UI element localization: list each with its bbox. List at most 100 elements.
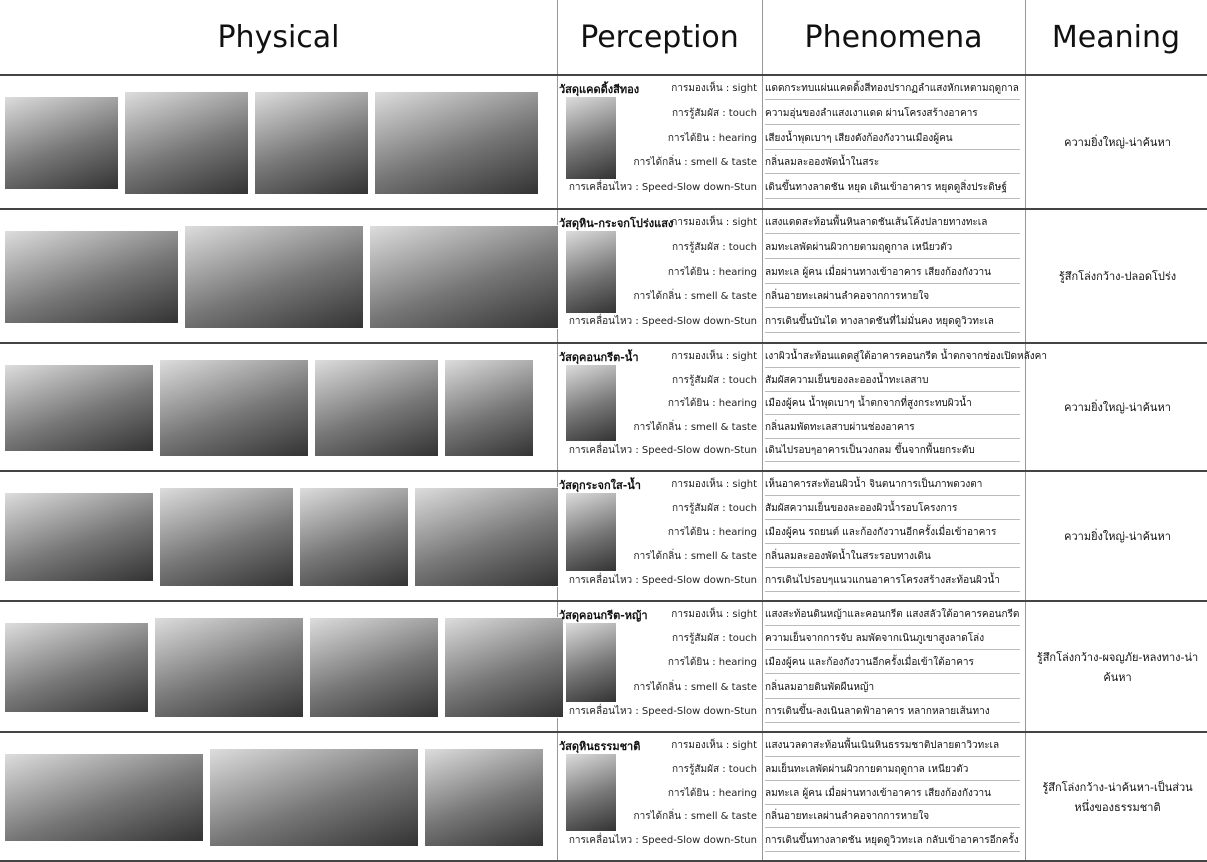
- photo: [424, 748, 544, 847]
- phenomenon-text: การเดินไปรอบๆแนวแกนอาคารโครงสร้างสะท้อนผ…: [765, 573, 1020, 592]
- row-divider: [0, 731, 1207, 733]
- photo: [314, 359, 439, 457]
- phenomenon-text: แดดกระทบแผ่นแคดดิ้งสีทองปรากฏลำแสงหักเหต…: [765, 81, 1020, 100]
- sense-label: การได้กลิ่น : smell & taste: [633, 291, 757, 303]
- sense-label: การได้ยิน : hearing: [667, 527, 757, 538]
- phenomenon-text: กลิ่นลมอายดินพัดผืนหญ้า: [765, 680, 1020, 699]
- column-divider: [557, 0, 558, 862]
- thumbnail: [565, 622, 617, 703]
- phenomenon-text: ลมเย็นทะเลพัดผ่านผิวกายตามฤดูกาล เหนียวต…: [765, 762, 1020, 781]
- material-title: วัสดุคอนกรีต-หญ้า: [559, 609, 648, 622]
- row-divider: [0, 860, 1207, 862]
- photo: [159, 487, 294, 587]
- photo: [374, 91, 539, 195]
- phenomenon-text: กลิ่นลมละอองพัดน้ำในสระรอบทางเดิน: [765, 549, 1020, 568]
- material-title: วัสดุหินธรรมชาติ: [559, 740, 641, 753]
- phenomenon-text: กลิ่นอายทะเลผ่านลำคอจากการหายใจ: [765, 289, 1020, 309]
- photo: [4, 753, 204, 842]
- row-divider: [0, 208, 1207, 210]
- sense-label: การได้ยิน : hearing: [667, 787, 757, 799]
- meaning-text: รู้สึกโล่งกว้าง-ปลอดโปร่ง: [1058, 270, 1177, 283]
- photo: [209, 748, 419, 847]
- phenomenon-text: ลมทะเล ผู้คน เมื่อผ่านทางเข้าอาคาร เสียง…: [765, 265, 1020, 284]
- photo: [4, 230, 179, 324]
- sense-label: การได้กลิ่น : smell & taste: [633, 551, 757, 562]
- photo: [444, 617, 564, 718]
- meaning-text: ความยิ่งใหญ่-น่าค้นหา: [1064, 136, 1171, 149]
- sense-label: การมองเห็น : sight: [671, 609, 757, 620]
- meaning-text: ความยิ่งใหญ่-น่าค้นหา: [1064, 530, 1171, 543]
- photo: [254, 91, 369, 195]
- thumbnail: [565, 364, 617, 442]
- photo: [184, 225, 364, 329]
- phenomenon-text: เดินไปรอบๆอาคารเป็นวงกลม ขึ้นจากพื้นยกระ…: [765, 443, 1020, 463]
- sense-label: การรู้สัมผัส : touch: [671, 241, 757, 253]
- meaning-text: รู้สึกโล่งกว้าง-ผจญภัย-หลงทาง-น่าค้นหา: [1036, 650, 1199, 684]
- photo: [4, 96, 119, 190]
- sense-label: การรู้สัมผัส : touch: [671, 374, 757, 386]
- phenomenon-text: ลมทะเล ผู้คน เมื่อผ่านทางเข้าอาคาร เสียง…: [765, 786, 1020, 805]
- thumbnail: [565, 230, 617, 314]
- phenomenon-text: ความเย็นจากการจับ ลมพัดจากเนินภูเขาสูงลา…: [765, 631, 1020, 651]
- photo: [154, 617, 304, 718]
- sense-label: การมองเห็น : sight: [671, 83, 757, 94]
- photo: [299, 487, 409, 587]
- sense-label: การได้กลิ่น : smell & taste: [633, 421, 757, 433]
- material-title: วัสดุแคดดิ้งสีทอง: [559, 83, 640, 96]
- sense-label: การรู้สัมผัส : touch: [671, 633, 757, 645]
- phenomenon-text: การเดินขึ้นทางลาดชัน หยุดดูวิวทะเล กลับเ…: [765, 833, 1020, 853]
- phenomenon-text: ความอุ่นของลำแสงเงาแดด ผ่านโครงสร้างอาคา…: [765, 106, 1020, 125]
- sense-label: การได้ยิน : hearing: [667, 398, 757, 410]
- sense-label: การเคลื่อนไหว : Speed-Slow down-Stun: [568, 445, 757, 457]
- column-divider: [762, 0, 763, 862]
- column-header: Meaning: [1051, 20, 1181, 55]
- phenomenon-text: สัมผัสความเย็นของละอองผิวน้ำรอบโครงการ: [765, 501, 1020, 520]
- column-header: Physical: [217, 20, 340, 55]
- sense-label: การได้ยิน : hearing: [667, 266, 757, 278]
- row-divider: [0, 342, 1207, 344]
- phenomenon-text: กลิ่นลมพัดทะเลสาบผ่านช่องอาคาร: [765, 420, 1020, 439]
- sense-label: การมองเห็น : sight: [671, 351, 757, 362]
- material-title: วัสดุกระจกใส-น้ำ: [559, 479, 641, 492]
- phenomenon-text: เสียงน้ำพุดเบาๆ เสียงดังก้องกังวานเมืองผ…: [765, 131, 1020, 150]
- phenomenon-text: แสงนวลตาสะท้อนพื้นเนินหินธรรมชาติปลายตาว…: [765, 738, 1020, 757]
- thumbnail: [565, 96, 617, 180]
- material-title: วัสดุหิน-กระจกโปร่งแสง: [559, 217, 674, 230]
- sense-label: การมองเห็น : sight: [671, 740, 757, 751]
- phenomenon-text: แสงสะท้อนดินหญ้าและคอนกรีต แสงสลัวใต้อาค…: [765, 607, 1020, 626]
- phenomenon-text: ลมทะเลพัดผ่านผิวกายตามฤดูกาล เหนียวตัว: [765, 240, 1020, 259]
- thumbnail: [565, 753, 617, 832]
- phenomenon-text: เมืองผู้คน น้ำพุดเบาๆ น้ำตกจากที่สูงกระท…: [765, 396, 1020, 416]
- photo: [369, 225, 559, 329]
- column-divider: [1025, 0, 1026, 862]
- sense-label: การได้กลิ่น : smell & taste: [633, 681, 757, 693]
- photo: [444, 359, 534, 457]
- photo: [4, 364, 154, 452]
- sense-label: การเคลื่อนไหว : Speed-Slow down-Stun: [568, 705, 757, 717]
- row-divider: [0, 470, 1207, 472]
- phenomenon-text: กลิ่นลมละอองพัดน้ำในสระ: [765, 155, 1020, 175]
- photo: [4, 622, 149, 713]
- phenomenon-text: กลิ่นอายทะเลผ่านลำคอจากการหายใจ: [765, 809, 1020, 829]
- photo: [124, 91, 249, 195]
- sense-label: การได้กลิ่น : smell & taste: [633, 157, 757, 169]
- header-divider: [0, 74, 1207, 76]
- sense-label: การได้กลิ่น : smell & taste: [633, 811, 757, 823]
- thumbnail: [565, 492, 617, 572]
- photo: [4, 492, 154, 582]
- photo: [414, 487, 559, 587]
- phenomenon-text: เดินขึ้นทางลาดชัน หยุด เดินเข้าอาคาร หยุ…: [765, 180, 1020, 200]
- phenomenon-text: เมืองผู้คน รถยนต์ และก้องกังวานอีกครั้งเ…: [765, 525, 1020, 544]
- sense-label: การเคลื่อนไหว : Speed-Slow down-Stun: [568, 835, 757, 847]
- sense-label: การมองเห็น : sight: [671, 217, 757, 228]
- photo: [309, 617, 439, 718]
- sense-label: การรู้สัมผัส : touch: [671, 763, 757, 775]
- sense-label: การรู้สัมผัส : touch: [671, 107, 757, 119]
- sense-label: การมองเห็น : sight: [671, 479, 757, 490]
- phenomenon-text: สัมผัสความเย็นของละอองน้ำทะเลสาบ: [765, 373, 1020, 392]
- phenomenon-text: เห็นอาคารสะท้อนผิวน้ำ จินตนาการเป็นภาพดว…: [765, 477, 1020, 496]
- sense-label: การได้ยิน : hearing: [667, 132, 757, 144]
- material-title: วัสดุคอนกรีต-น้ำ: [559, 351, 639, 364]
